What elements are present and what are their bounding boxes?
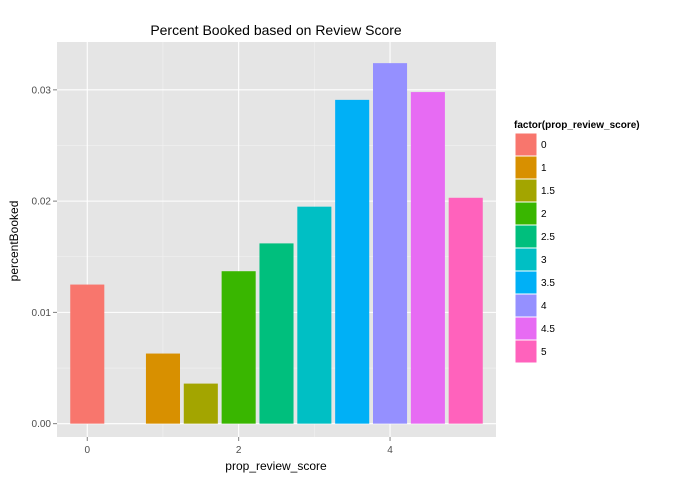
y-tick-label: 0.00 bbox=[32, 419, 52, 430]
x-tick-label: 2 bbox=[236, 445, 242, 456]
legend-swatch bbox=[515, 133, 537, 156]
bar bbox=[335, 99, 370, 424]
legend-swatch bbox=[515, 340, 537, 363]
y-tick-label: 0.03 bbox=[32, 85, 52, 96]
bar bbox=[373, 63, 408, 424]
legend-label: 2 bbox=[541, 209, 547, 220]
legend-label: 5 bbox=[541, 347, 547, 358]
legend-label: 0 bbox=[541, 140, 547, 151]
legend-swatch bbox=[515, 294, 537, 317]
bar bbox=[145, 353, 180, 424]
legend-label: 4.5 bbox=[541, 324, 555, 335]
legend-label: 2.5 bbox=[541, 232, 555, 243]
y-axis: 0.00 0.01 0.02 0.03 bbox=[32, 85, 57, 430]
bar bbox=[297, 206, 332, 424]
legend-title: factor(prop_review_score) bbox=[514, 120, 640, 131]
legend-label: 1.5 bbox=[541, 186, 555, 197]
x-axis-title: prop_review_score bbox=[225, 459, 327, 473]
legend-swatch bbox=[515, 225, 537, 248]
y-tick-label: 0.01 bbox=[32, 308, 52, 319]
legend-label: 3 bbox=[541, 255, 547, 266]
bar bbox=[221, 271, 256, 424]
legend-label: 3.5 bbox=[541, 278, 555, 289]
bar bbox=[183, 383, 218, 424]
y-axis-title: percentBooked bbox=[7, 201, 21, 282]
bar bbox=[259, 243, 294, 424]
legend-label: 1 bbox=[541, 163, 547, 174]
legend-label: 4 bbox=[541, 301, 547, 312]
legend-swatch bbox=[515, 202, 537, 225]
legend-swatch bbox=[515, 156, 537, 179]
bar bbox=[410, 92, 445, 424]
x-axis: 0 2 4 bbox=[84, 437, 393, 456]
y-tick-label: 0.02 bbox=[32, 197, 52, 208]
legend-swatch bbox=[515, 317, 537, 340]
bar bbox=[448, 197, 483, 424]
legend-swatch bbox=[515, 271, 537, 294]
bars bbox=[70, 63, 483, 424]
x-tick-label: 0 bbox=[84, 445, 90, 456]
legend-swatch bbox=[515, 248, 537, 271]
chart-title: Percent Booked based on Review Score bbox=[150, 22, 402, 38]
bar bbox=[70, 284, 105, 424]
x-tick-label: 4 bbox=[387, 445, 393, 456]
legend: factor(prop_review_score) 0 1 1.5 2 2.5 3 3.5 4… bbox=[514, 120, 640, 364]
legend-swatch bbox=[515, 179, 537, 202]
